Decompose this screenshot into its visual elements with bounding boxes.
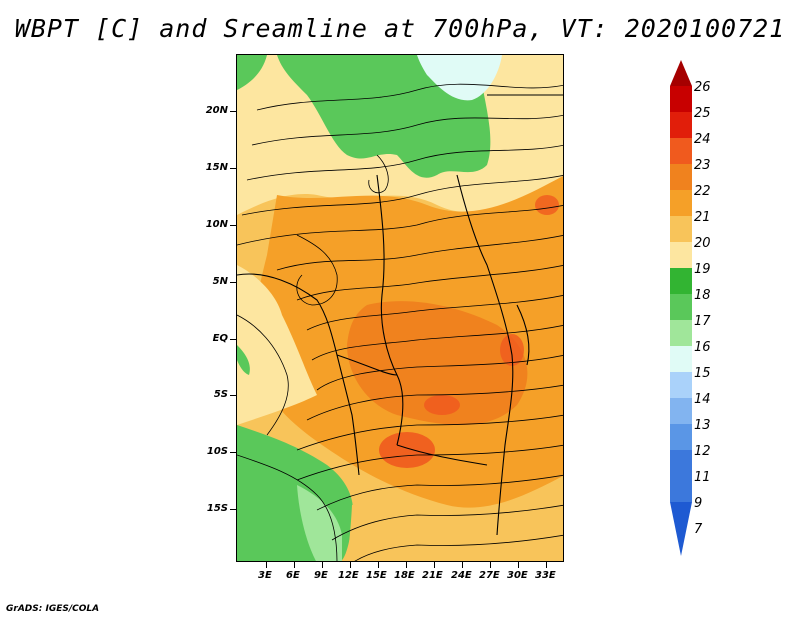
lon-tick bbox=[490, 562, 491, 568]
lat-label: 10S bbox=[206, 446, 228, 457]
lat-label: EQ bbox=[212, 333, 228, 344]
lon-label: 21E bbox=[422, 570, 443, 581]
lat-label: 15S bbox=[206, 503, 228, 514]
colorbar-label: 23 bbox=[694, 158, 711, 173]
colorbar-segment bbox=[670, 372, 692, 398]
green-patch-west bbox=[237, 345, 250, 375]
colorbar-label: 7 bbox=[694, 522, 703, 537]
lon-tick bbox=[322, 562, 323, 568]
wbpt-field-map bbox=[237, 55, 563, 561]
lat-tick bbox=[230, 282, 236, 283]
lat-label: 15N bbox=[205, 162, 228, 173]
map-panel bbox=[236, 54, 564, 562]
lat-label: 10N bbox=[205, 219, 228, 230]
lon-label: 27E bbox=[479, 570, 500, 581]
green-region-nw bbox=[237, 55, 267, 90]
colorbar-segment bbox=[670, 268, 692, 294]
colorbar-segment bbox=[670, 164, 692, 190]
colorbar-segment bbox=[670, 476, 692, 502]
lon-label: 6E bbox=[286, 570, 300, 581]
colorbar-label: 25 bbox=[694, 106, 711, 121]
lon-label: 12E bbox=[338, 570, 359, 581]
colorbar-segment bbox=[670, 294, 692, 320]
lon-label: 30E bbox=[507, 570, 528, 581]
footer-credit: GrADS: IGES/COLA bbox=[6, 604, 100, 614]
colorbar-segment bbox=[670, 450, 692, 476]
colorbar-segment bbox=[670, 242, 692, 268]
lon-label: 18E bbox=[394, 570, 415, 581]
colorbar-segment bbox=[670, 216, 692, 242]
colorbar-label: 22 bbox=[694, 184, 711, 199]
colorbar-label: 19 bbox=[694, 262, 711, 277]
lon-tick bbox=[406, 562, 407, 568]
colorbar-segment bbox=[670, 424, 692, 450]
colorbar-label: 21 bbox=[694, 210, 711, 225]
colorbar-label: 11 bbox=[694, 470, 711, 485]
colorbar-segment bbox=[670, 138, 692, 164]
colorbar-label: 18 bbox=[694, 288, 711, 303]
lat-tick bbox=[230, 339, 236, 340]
lat-label: 20N bbox=[205, 105, 228, 116]
streamlines bbox=[237, 83, 563, 561]
colorbar-bottom-arrow bbox=[670, 502, 692, 556]
colorbar-top-arrow bbox=[670, 60, 692, 86]
lon-tick bbox=[378, 562, 379, 568]
lat-tick bbox=[230, 168, 236, 169]
colorbar-label: 14 bbox=[694, 392, 711, 407]
lat-label: 5S bbox=[213, 389, 228, 400]
dark-orange-core bbox=[347, 301, 528, 425]
lon-label: 24E bbox=[451, 570, 472, 581]
lat-tick bbox=[230, 225, 236, 226]
colorbar-segment bbox=[670, 346, 692, 372]
colorbar-label: 16 bbox=[694, 340, 711, 355]
colorbar-segment bbox=[670, 112, 692, 138]
colorbar-label: 20 bbox=[694, 236, 711, 251]
lat-tick bbox=[230, 395, 236, 396]
lon-label: 9E bbox=[314, 570, 328, 581]
colorbar bbox=[670, 60, 692, 556]
lon-label: 15E bbox=[366, 570, 387, 581]
yellow-region-ocean bbox=[237, 265, 317, 425]
colorbar-label: 17 bbox=[694, 314, 711, 329]
chart-title: WBPT [C] and Sreamline at 700hPa, VT: 20… bbox=[14, 14, 786, 43]
lon-tick bbox=[350, 562, 351, 568]
lon-label: 3E bbox=[258, 570, 272, 581]
lon-tick bbox=[434, 562, 435, 568]
colorbar-segment bbox=[670, 320, 692, 346]
colorbar-label: 9 bbox=[694, 496, 703, 511]
red-patch-east bbox=[535, 195, 559, 215]
colorbar-label: 15 bbox=[694, 366, 711, 381]
red-patch-central bbox=[424, 395, 460, 415]
lat-label: 5N bbox=[212, 276, 228, 287]
lat-tick bbox=[230, 452, 236, 453]
lon-label: 33E bbox=[535, 570, 556, 581]
colorbar-label: 12 bbox=[694, 444, 711, 459]
lon-tick bbox=[546, 562, 547, 568]
lat-tick bbox=[230, 509, 236, 510]
colorbar-segment bbox=[670, 86, 692, 112]
lon-tick bbox=[462, 562, 463, 568]
lon-tick bbox=[518, 562, 519, 568]
colorbar-label: 24 bbox=[694, 132, 711, 147]
lon-tick bbox=[266, 562, 267, 568]
cyan-region-north bbox=[417, 55, 502, 101]
red-patch-lake bbox=[500, 334, 524, 366]
colorbar-label: 26 bbox=[694, 80, 711, 95]
colorbar-segment bbox=[670, 398, 692, 424]
country-borders bbox=[237, 94, 563, 536]
lat-tick bbox=[230, 111, 236, 112]
red-patch-south bbox=[379, 432, 435, 468]
lon-tick bbox=[294, 562, 295, 568]
light-green-region-sw bbox=[297, 485, 342, 561]
colorbar-label: 13 bbox=[694, 418, 711, 433]
colorbar-segment bbox=[670, 190, 692, 216]
